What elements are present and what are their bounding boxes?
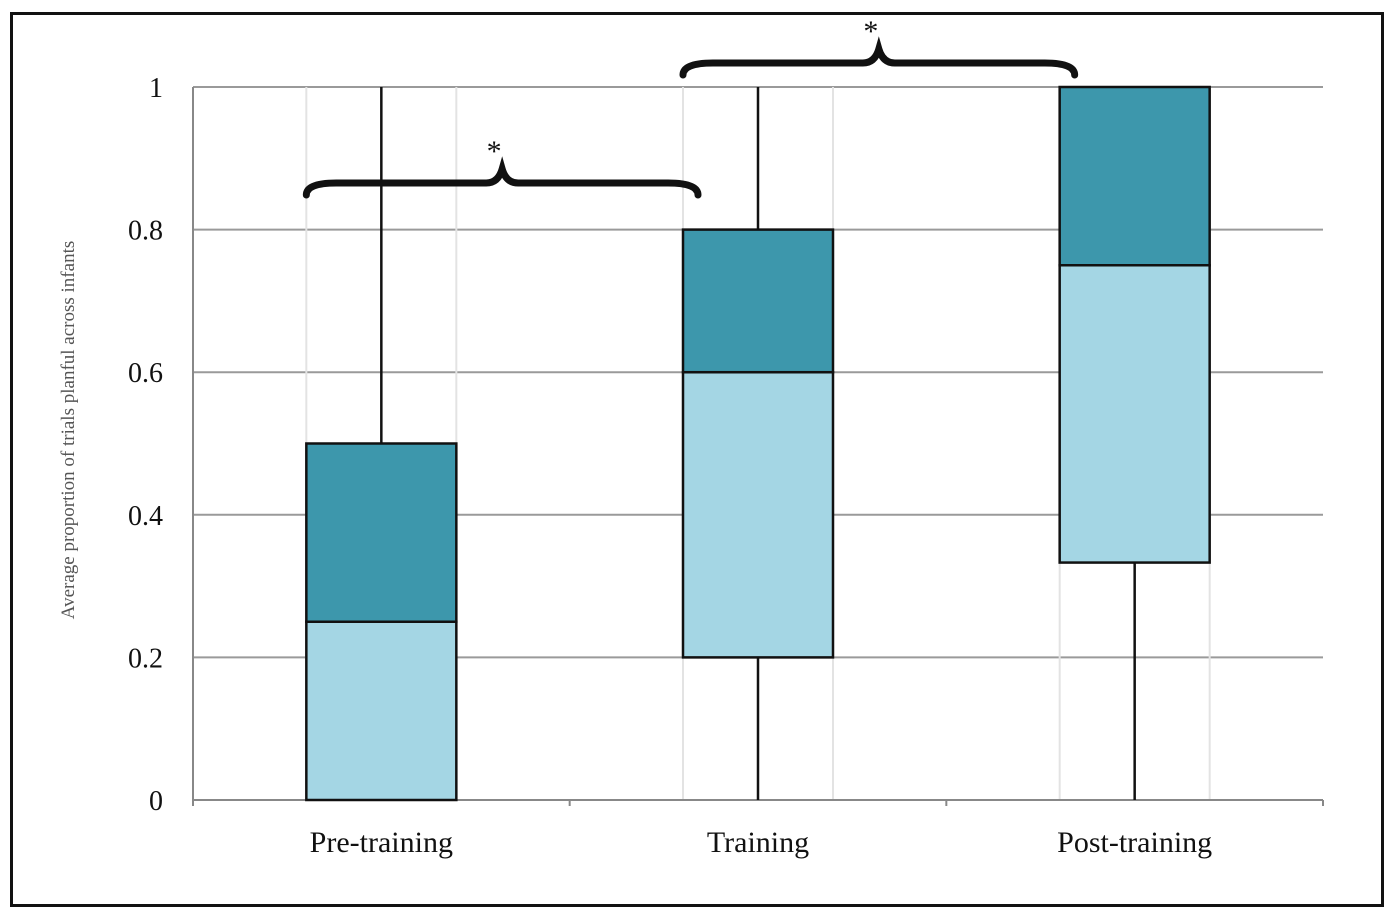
y-tick-label: 0.4 [128, 501, 163, 532]
boxes [305, 85, 1211, 802]
y-tick-label: 0.8 [128, 216, 163, 247]
y-tick-label: 1 [149, 73, 163, 104]
y-tick-label: 0 [149, 786, 163, 817]
y-tick-label: 0.6 [128, 358, 163, 389]
box-lower [1058, 264, 1211, 564]
box-upper [681, 228, 835, 374]
significance-brace [679, 36, 1079, 79]
significance-star: * [487, 135, 502, 168]
box-upper [1058, 85, 1211, 267]
box-lower [305, 620, 458, 802]
y-tick-label: 0.2 [128, 643, 163, 674]
box-upper [305, 442, 458, 623]
x-category-label: Post-training [1057, 826, 1212, 859]
x-category-label: Training [707, 826, 809, 859]
y-axis-label: Average proportion of trials planful acr… [58, 241, 79, 619]
box-lower [681, 370, 835, 659]
labels: Average proportion of trials planful acr… [58, 73, 1212, 859]
x-category-label: Pre-training [310, 826, 453, 859]
significance-brace [302, 156, 702, 199]
significance-annotations: ** [302, 15, 1079, 199]
significance-star: * [863, 15, 878, 48]
